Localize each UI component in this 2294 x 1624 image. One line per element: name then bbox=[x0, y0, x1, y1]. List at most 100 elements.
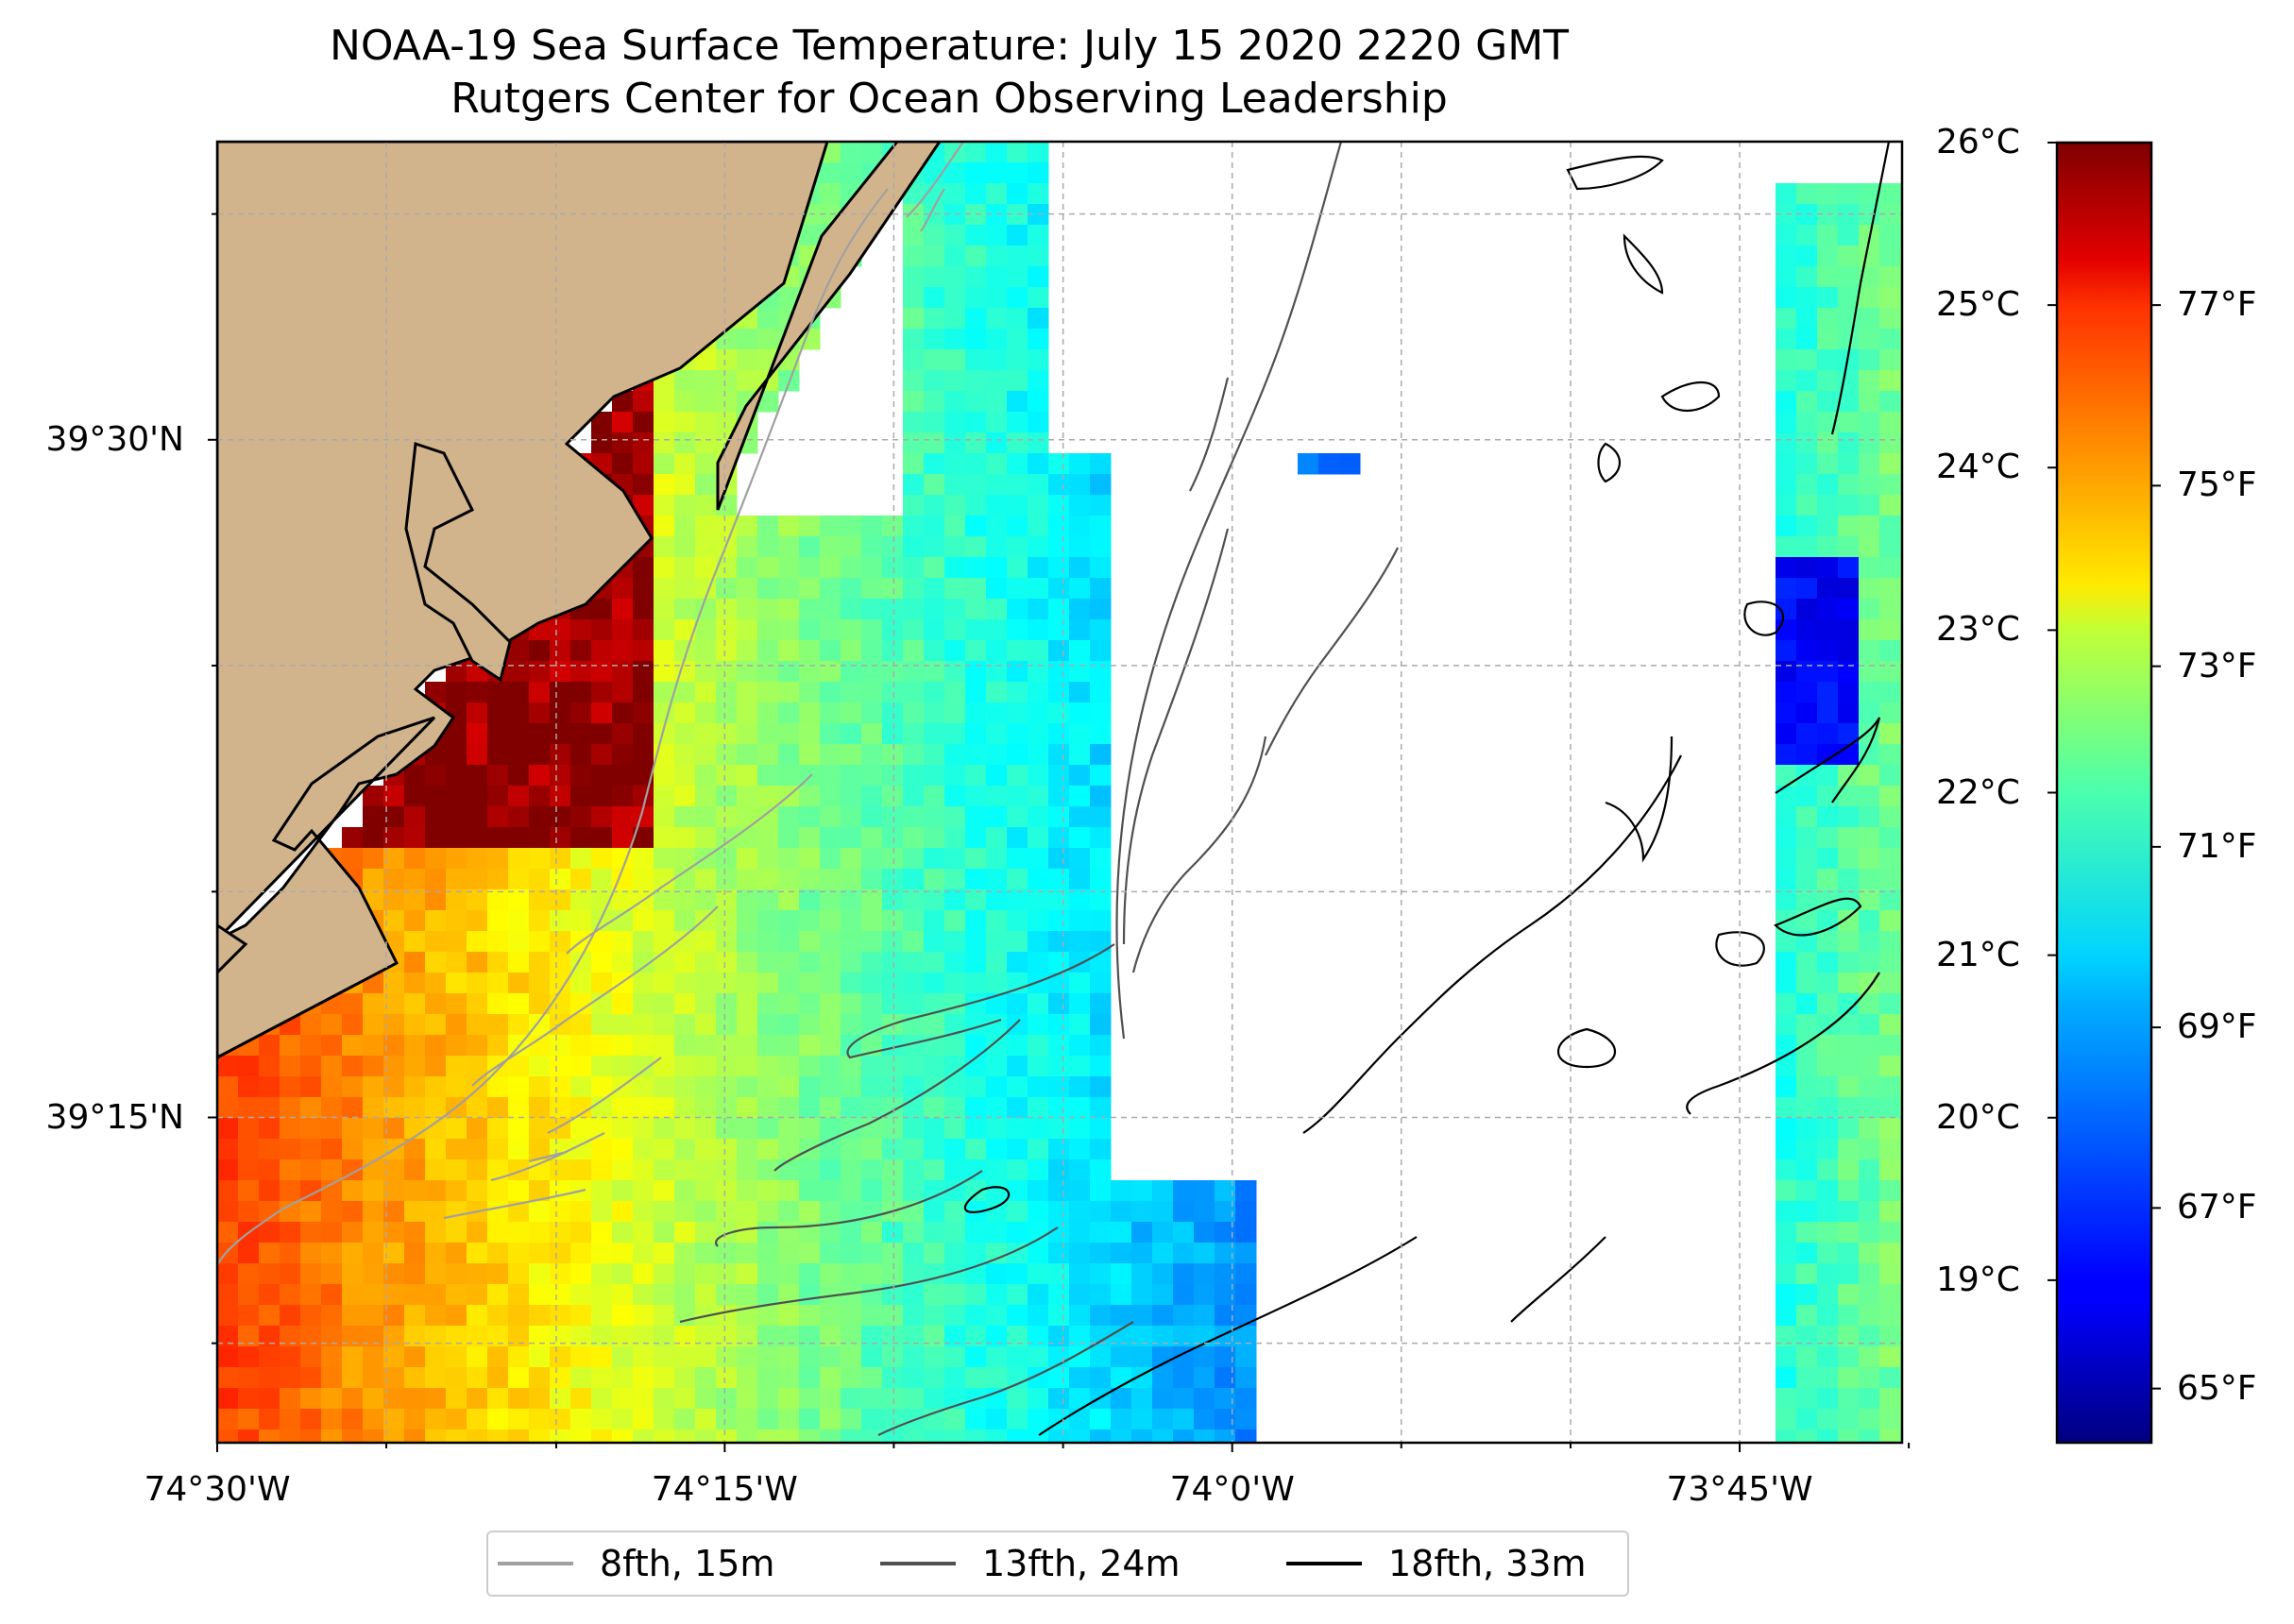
sst-cell bbox=[1028, 1180, 1049, 1202]
sst-cell bbox=[321, 1159, 343, 1181]
sst-cell bbox=[238, 1097, 260, 1119]
sst-cell bbox=[487, 931, 509, 953]
sst-cell bbox=[986, 640, 1008, 662]
sst-cell bbox=[965, 1409, 987, 1430]
sst-cell bbox=[342, 993, 364, 1015]
sst-cell bbox=[1048, 827, 1070, 849]
sst-cell bbox=[1859, 910, 1880, 932]
sst-cell bbox=[1069, 1367, 1091, 1389]
sst-cell bbox=[757, 993, 779, 1015]
sst-cell bbox=[1859, 1076, 1880, 1098]
sst-cell bbox=[965, 744, 987, 766]
sst-cell bbox=[467, 1243, 488, 1264]
sst-cell bbox=[1900, 619, 1902, 641]
sst-cell bbox=[425, 1014, 447, 1036]
sst-cell bbox=[654, 432, 675, 454]
sst-cell bbox=[1090, 806, 1112, 828]
sst-cell bbox=[778, 869, 800, 890]
sst-cell bbox=[820, 889, 841, 911]
sst-cell bbox=[1090, 557, 1112, 579]
sst-cell bbox=[467, 1139, 488, 1160]
sst-cell bbox=[342, 1201, 364, 1223]
sst-cell bbox=[1817, 495, 1839, 516]
sst-cell bbox=[1069, 786, 1091, 807]
sst-cell bbox=[300, 1305, 322, 1327]
sst-cell bbox=[1028, 827, 1049, 849]
sst-cell bbox=[674, 453, 696, 475]
sst-cell bbox=[654, 1076, 675, 1098]
sst-cell bbox=[1776, 1201, 1797, 1223]
sst-cell bbox=[1090, 453, 1112, 475]
sst-cell bbox=[1900, 1201, 1902, 1223]
sst-cell bbox=[1007, 889, 1028, 911]
sst-cell bbox=[1879, 1243, 1901, 1264]
sst-cell bbox=[1859, 432, 1880, 454]
sst-cell bbox=[1776, 391, 1797, 413]
sst-cell bbox=[1859, 266, 1880, 288]
sst-cell bbox=[446, 1139, 467, 1160]
sst-cell bbox=[841, 557, 862, 579]
sst-cell bbox=[1817, 1409, 1839, 1430]
sst-cell bbox=[674, 1014, 696, 1036]
sst-cell bbox=[841, 889, 862, 911]
lat-tick-label: 39°15'N bbox=[45, 1097, 184, 1137]
sst-cell bbox=[1028, 412, 1049, 433]
sst-cell bbox=[1796, 1180, 1818, 1202]
sst-cell bbox=[778, 1076, 800, 1098]
sst-cell bbox=[1879, 848, 1901, 870]
sst-cell bbox=[529, 1305, 551, 1327]
sst-cell bbox=[654, 536, 675, 558]
sst-cell bbox=[1776, 765, 1797, 787]
sst-cell bbox=[695, 557, 717, 579]
sst-cell bbox=[1817, 1097, 1839, 1119]
sst-cell bbox=[1173, 1305, 1195, 1327]
sst-cell bbox=[1817, 474, 1839, 496]
sst-cell bbox=[529, 1429, 551, 1443]
sst-cell bbox=[342, 1429, 364, 1443]
sst-cell bbox=[1900, 266, 1902, 288]
sst-cell bbox=[633, 682, 654, 703]
sst-cell bbox=[986, 329, 1008, 350]
sst-cell bbox=[882, 1409, 904, 1430]
sst-cell bbox=[1796, 993, 1818, 1015]
sst-cell bbox=[737, 370, 758, 392]
sst-cell bbox=[1007, 1056, 1028, 1077]
sst-cell bbox=[716, 869, 738, 890]
sst-cell bbox=[965, 1035, 987, 1057]
sst-cell bbox=[944, 183, 966, 205]
sst-cell bbox=[1796, 287, 1818, 309]
sst-cell bbox=[820, 1409, 841, 1430]
sst-cell bbox=[425, 765, 447, 787]
sst-cell bbox=[446, 1180, 467, 1202]
sst-cell bbox=[1838, 1159, 1860, 1181]
sst-cell bbox=[1859, 516, 1880, 537]
sst-cell bbox=[1900, 973, 1902, 994]
sst-cell bbox=[861, 702, 883, 724]
sst-cell bbox=[1090, 1118, 1112, 1140]
sst-cell bbox=[1838, 1243, 1860, 1264]
sst-cell bbox=[986, 1346, 1008, 1368]
sst-cell bbox=[550, 1139, 571, 1160]
sst-cell bbox=[986, 599, 1008, 620]
sst-cell bbox=[591, 640, 613, 662]
sst-cell bbox=[944, 1159, 966, 1181]
sst-cell bbox=[924, 245, 945, 267]
sst-cell bbox=[1173, 1326, 1195, 1347]
sst-cell bbox=[924, 1097, 945, 1119]
sst-cell bbox=[633, 1159, 654, 1181]
sst-cell bbox=[757, 1305, 779, 1327]
sst-cell bbox=[674, 495, 696, 516]
sst-cell bbox=[1796, 931, 1818, 953]
sst-cell bbox=[924, 1305, 945, 1327]
sst-cell bbox=[217, 1409, 239, 1430]
sst-cell bbox=[841, 1367, 862, 1389]
sst-cell bbox=[965, 1429, 987, 1443]
sst-cell bbox=[986, 1388, 1008, 1410]
sst-cell bbox=[924, 1243, 945, 1264]
sst-cell bbox=[986, 889, 1008, 911]
sst-cell bbox=[944, 1014, 966, 1036]
colorbar-celsius-label: 25°C bbox=[1936, 285, 2020, 325]
sst-cell bbox=[446, 723, 467, 745]
sst-cell bbox=[841, 619, 862, 641]
sst-cell bbox=[1900, 702, 1902, 724]
